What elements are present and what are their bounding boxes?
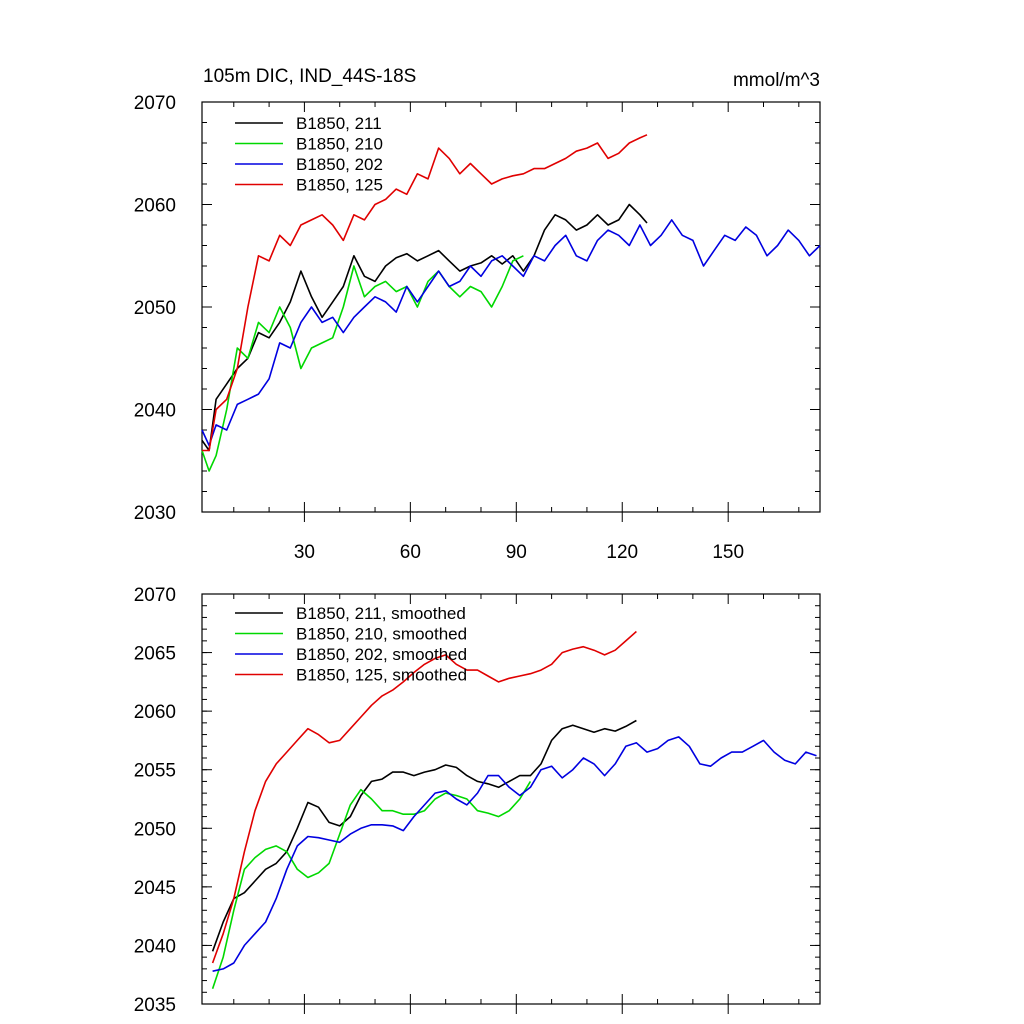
legend-label-3: B1850, 125 xyxy=(296,176,383,195)
y-tick-label: 2050 xyxy=(134,819,176,840)
y-tick-label: 2045 xyxy=(134,878,176,899)
x-tick-label: 150 xyxy=(712,542,744,563)
x-tick-label: 30 xyxy=(294,542,315,563)
legend-label-2: B1850, 202 xyxy=(296,155,383,174)
x-tick-label: 60 xyxy=(400,542,421,563)
bottom-panel-ticks: 2035 2040 2045 2050 2055 2060 2065 2070 xyxy=(134,585,820,1016)
top-panel-frame xyxy=(201,101,821,513)
legend-label-0: B1850, 211, smoothed xyxy=(296,604,466,623)
y-tick-label: 2070 xyxy=(134,585,176,606)
legend-label-1: B1850, 210, smoothed xyxy=(296,625,467,644)
series-line-0 xyxy=(211,719,637,952)
bottom-panel-legend: B1850, 211, smoothed B1850, 210, smoothed… xyxy=(235,604,467,685)
y-tick-label: 2040 xyxy=(134,936,176,957)
series-line-1 xyxy=(201,255,524,472)
top-panel-series xyxy=(201,134,821,472)
series-line-3 xyxy=(211,630,637,964)
bottom-panel-series xyxy=(211,630,817,990)
y-tick-label: 2055 xyxy=(134,761,176,782)
y-tick-label: 2040 xyxy=(134,401,176,422)
y-tick-label: 2065 xyxy=(134,644,176,665)
x-tick-label: 90 xyxy=(506,542,527,563)
y-tick-label: 2050 xyxy=(134,298,176,319)
top-panel-units: mmol/m^3 xyxy=(733,70,820,91)
series-line-0 xyxy=(201,203,648,452)
top-panel-ticks: 2030 2040 2050 2060 2070 30 60 90 120 150 xyxy=(134,93,820,563)
legend-label-2: B1850, 202, smoothed xyxy=(296,645,467,664)
legend-label-3: B1850, 125, smoothed xyxy=(296,666,467,685)
y-tick-label: 2060 xyxy=(134,702,176,723)
bottom-panel-frame xyxy=(201,593,821,1005)
legend-label-1: B1850, 210 xyxy=(296,135,383,154)
x-tick-label: 120 xyxy=(606,542,638,563)
series-line-2 xyxy=(212,736,817,972)
series-line-1 xyxy=(211,780,532,990)
top-panel: 105m DIC, IND_44S-18S mmol/m^3 203020402… xyxy=(134,66,821,563)
legend-label-0: B1850, 211 xyxy=(296,114,382,133)
y-tick-label: 2035 xyxy=(134,995,176,1016)
series-line-2 xyxy=(201,219,821,447)
series-line-3 xyxy=(202,134,648,452)
y-tick-label: 2070 xyxy=(134,93,176,114)
bottom-panel: 2035 2040 2045 2050 2055 2060 2065 2070 B1850, … xyxy=(134,585,821,1016)
top-panel-title: 105m DIC, IND_44S-18S xyxy=(203,66,416,87)
y-tick-label: 2060 xyxy=(134,196,176,217)
y-tick-label: 2030 xyxy=(134,503,176,524)
